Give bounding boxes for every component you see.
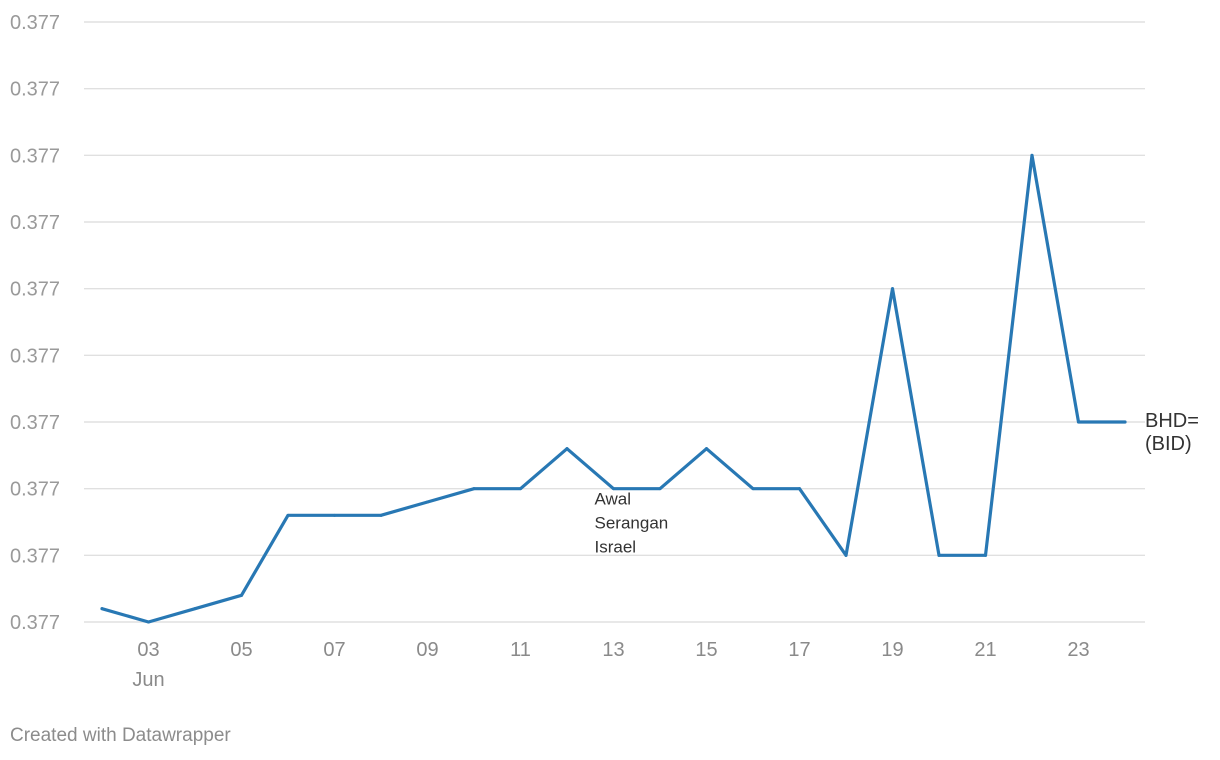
annotation-label: Awal Serangan Israel (595, 490, 669, 557)
data-point (100, 607, 104, 611)
data-point (240, 593, 243, 597)
data-point (1030, 153, 1034, 157)
y-axis-ticks: 0.377 0.377 0.377 0.377 0.377 0.377 0.377 0.377… (10, 12, 60, 634)
data-point (705, 447, 708, 451)
y-tick-label: 0.377 (10, 479, 60, 501)
data-point (193, 607, 197, 611)
data-point (844, 553, 848, 557)
y-tick-label: 0.377 (10, 12, 60, 34)
data-point (658, 487, 662, 491)
x-tick-sublabel: Jun (132, 669, 164, 691)
data-point (1077, 420, 1080, 424)
data-point (333, 513, 336, 517)
y-tick-label: 0.377 (10, 79, 60, 101)
x-tick-label: 23 (1067, 639, 1089, 661)
data-point (891, 287, 894, 291)
data-point (798, 487, 801, 491)
data-point (612, 487, 615, 491)
x-tick-label: 03 (137, 639, 159, 661)
data-point (519, 487, 522, 491)
series-lines: BHD= (BID) (100, 153, 1199, 624)
data-point (286, 513, 290, 517)
y-tick-label: 0.377 (10, 279, 60, 301)
grid-lines (84, 21, 1145, 623)
x-tick-label: 05 (230, 639, 252, 661)
annotations: Awal Serangan Israel (595, 490, 669, 557)
data-point (426, 500, 429, 504)
x-tick-label: 13 (602, 639, 624, 661)
x-tick-label: 11 (510, 639, 531, 661)
data-point (751, 487, 755, 491)
x-tick-label: 21 (974, 639, 996, 661)
data-point (937, 553, 941, 557)
y-tick-label: 0.377 (10, 612, 60, 634)
data-point (565, 447, 569, 451)
data-point (1123, 420, 1127, 424)
x-tick-label: 07 (323, 639, 345, 661)
x-tick-label: 17 (788, 639, 810, 661)
data-point (984, 553, 987, 557)
y-tick-label: 0.377 (10, 145, 60, 167)
x-tick-label: 09 (416, 639, 438, 661)
y-tick-label: 0.377 (10, 345, 60, 367)
x-axis-ticks: 03 Jun 05 07 09 11 13 15 17 19 21 23 (132, 639, 1089, 691)
data-point (379, 513, 383, 517)
series-label: BHD= (BID) (1145, 410, 1199, 455)
x-tick-label: 15 (695, 639, 717, 661)
credit-footer: Created with Datawrapper (10, 725, 231, 746)
series-points (100, 153, 1127, 624)
data-point (147, 620, 150, 624)
y-tick-label: 0.377 (10, 545, 60, 567)
data-point (472, 487, 476, 491)
y-tick-label: 0.377 (10, 412, 60, 434)
y-tick-label: 0.377 (10, 212, 60, 234)
x-tick-label: 19 (881, 639, 903, 661)
